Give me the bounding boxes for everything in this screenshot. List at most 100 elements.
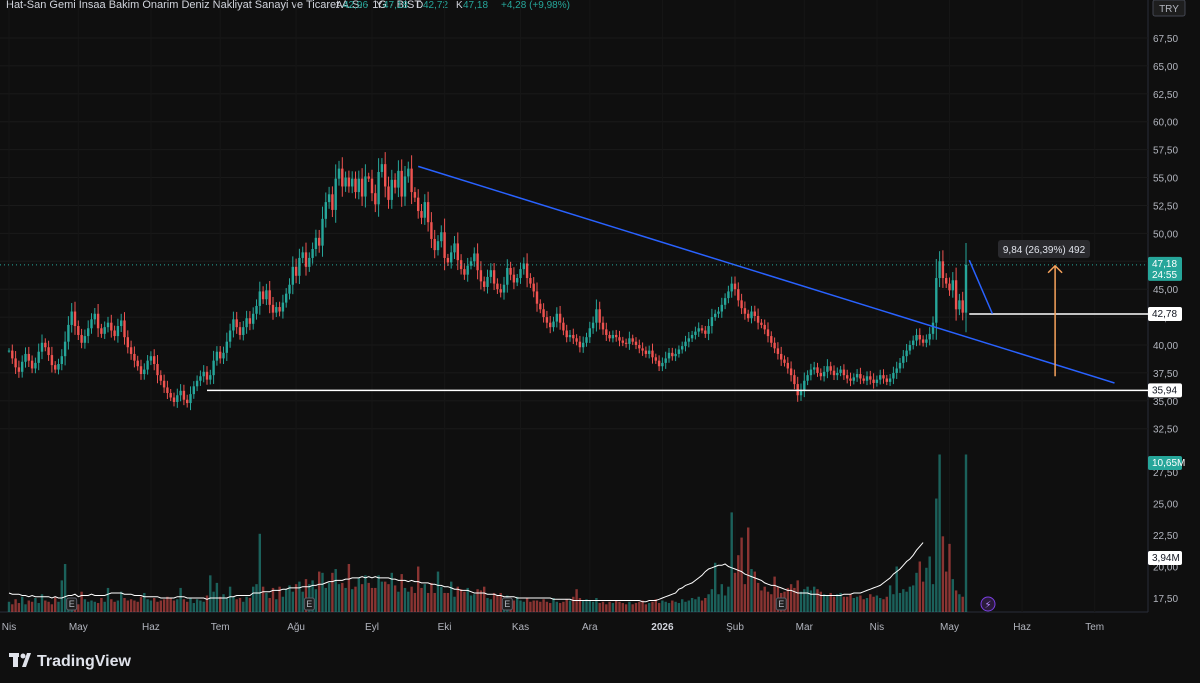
volume-bar: [743, 584, 747, 612]
volume-bar: [882, 599, 885, 612]
candle-body: [476, 253, 479, 271]
price-tick-label: 65,00: [1153, 62, 1178, 73]
volume-ma-line: [8, 542, 924, 603]
time-axis[interactable]: Nis May Haz Tem Ağu Eyl Eki Kas Ara 2026 Şub Mar Nis…: [2, 622, 1104, 633]
candle-body: [281, 302, 285, 312]
candle-body: [641, 348, 644, 351]
earnings-marker[interactable]: [66, 597, 78, 611]
candle-body: [347, 177, 351, 187]
candle-body: [304, 252, 308, 267]
candle-body: [96, 313, 100, 329]
volume-bar: [842, 596, 846, 612]
trendline[interactable]: [417, 165, 1115, 384]
lightning-button[interactable]: [980, 596, 996, 612]
candle-body: [172, 397, 176, 402]
volume-bar: [146, 599, 149, 612]
candle-body: [750, 311, 753, 319]
candle-body: [585, 337, 588, 343]
drawing-layer[interactable]: 9,84 (26,39%) 492: [0, 165, 1148, 392]
volume-bar: [816, 589, 819, 612]
candle-body: [615, 334, 618, 338]
trendline[interactable]: [968, 259, 994, 315]
candle-body: [27, 353, 30, 361]
currency-label: TRY: [1159, 4, 1179, 15]
price-tick-label: 40,00: [1153, 341, 1178, 352]
earnings-marker[interactable]: [775, 597, 787, 611]
measure-label-box: [998, 240, 1090, 258]
candle-body: [261, 291, 265, 300]
volume-layer: [7, 454, 968, 612]
volume-bar: [110, 599, 113, 612]
candle-body: [192, 386, 195, 395]
candle-body: [275, 307, 278, 313]
volume-bar: [17, 603, 21, 612]
volume-bar: [268, 598, 271, 612]
volume-bar: [133, 600, 136, 612]
candle-body: [179, 390, 182, 396]
earnings-marker[interactable]: [303, 597, 315, 611]
candle-body: [925, 339, 928, 343]
candle-body: [390, 179, 393, 200]
brand-logo[interactable]: TradingView: [9, 653, 132, 670]
volume-bar: [123, 598, 126, 612]
candle-body: [667, 352, 671, 359]
volume-bar: [169, 598, 172, 612]
candle-body: [186, 399, 189, 404]
candle-body: [479, 270, 483, 282]
time-tick-label: Haz: [142, 622, 160, 633]
volume-bar: [549, 603, 552, 612]
volume-bar: [202, 601, 205, 612]
ohlc-value: 42,72: [423, 0, 448, 11]
earnings-marker[interactable]: [501, 597, 513, 611]
candle-body: [601, 322, 605, 330]
candle-body: [882, 375, 885, 379]
candle-body: [842, 369, 846, 376]
volume-bar: [654, 599, 657, 612]
candle-body: [648, 350, 651, 354]
candle-body: [869, 376, 872, 380]
volume-bar: [456, 586, 459, 612]
volume-bar: [27, 600, 30, 612]
price-tick-label: 57,50: [1153, 146, 1178, 157]
volume-bar: [199, 600, 202, 612]
candle-body: [575, 338, 578, 342]
candle-body: [836, 372, 839, 376]
candle-body: [578, 341, 582, 348]
currency-button[interactable]: [1152, 0, 1186, 17]
candle-body: [562, 322, 565, 331]
volume-bar: [525, 598, 529, 612]
volume-bar: [311, 580, 314, 612]
volume-bar: [717, 594, 720, 612]
volume-bar: [486, 598, 489, 612]
candle-body: [212, 360, 215, 376]
volume-bar: [763, 586, 766, 612]
candle-body: [489, 270, 492, 277]
price-tick-label: 45,00: [1153, 285, 1178, 296]
candle-body: [664, 358, 667, 363]
volume-bar: [756, 582, 760, 612]
candle-body: [743, 308, 747, 314]
candle-body: [110, 322, 113, 331]
candle-body: [413, 192, 417, 198]
price-tick-label: 52,50: [1153, 201, 1178, 212]
candle-body: [542, 309, 545, 318]
candle-body: [697, 328, 700, 332]
candle-body: [760, 322, 763, 325]
volume-bar: [730, 512, 733, 612]
candle-body: [215, 351, 219, 361]
volume-bar: [34, 598, 37, 612]
ohlc-readout: A 42,96 Y 47,18 D 42,72 K 47,18: [336, 0, 488, 11]
measure-arrowhead: [1047, 264, 1063, 274]
candle-body: [539, 303, 542, 310]
volume-bar: [473, 594, 476, 612]
volume-bar: [463, 591, 466, 612]
volume-bar: [225, 598, 228, 612]
candle-body: [529, 278, 532, 284]
candle-body: [301, 252, 304, 258]
ohlc-key: K: [456, 0, 463, 11]
volume-bar: [222, 594, 225, 612]
volume-bar: [786, 587, 789, 612]
